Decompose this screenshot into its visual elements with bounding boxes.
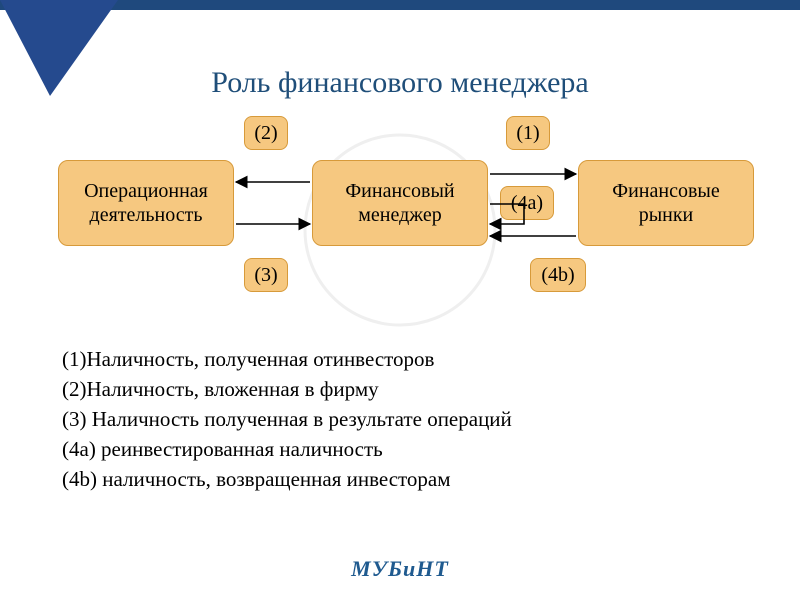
arrow-layer	[0, 0, 800, 600]
legend-line: (2)Наличность, вложенная в фирму	[62, 374, 512, 404]
slide-stage: { "canvas": { "width": 800, "height": 60…	[0, 0, 800, 600]
legend-line: (4b) наличность, возвращенная инвесторам	[62, 464, 512, 494]
legend-line: (3) Наличность полученная в результате о…	[62, 404, 512, 434]
legend: (1)Наличность, полученная отинвесторов(2…	[62, 344, 512, 494]
footer-logo: МУБиНТ	[0, 556, 800, 582]
legend-line: (4a) реинвестированная наличность	[62, 434, 512, 464]
legend-line: (1)Наличность, полученная отинвесторов	[62, 344, 512, 374]
